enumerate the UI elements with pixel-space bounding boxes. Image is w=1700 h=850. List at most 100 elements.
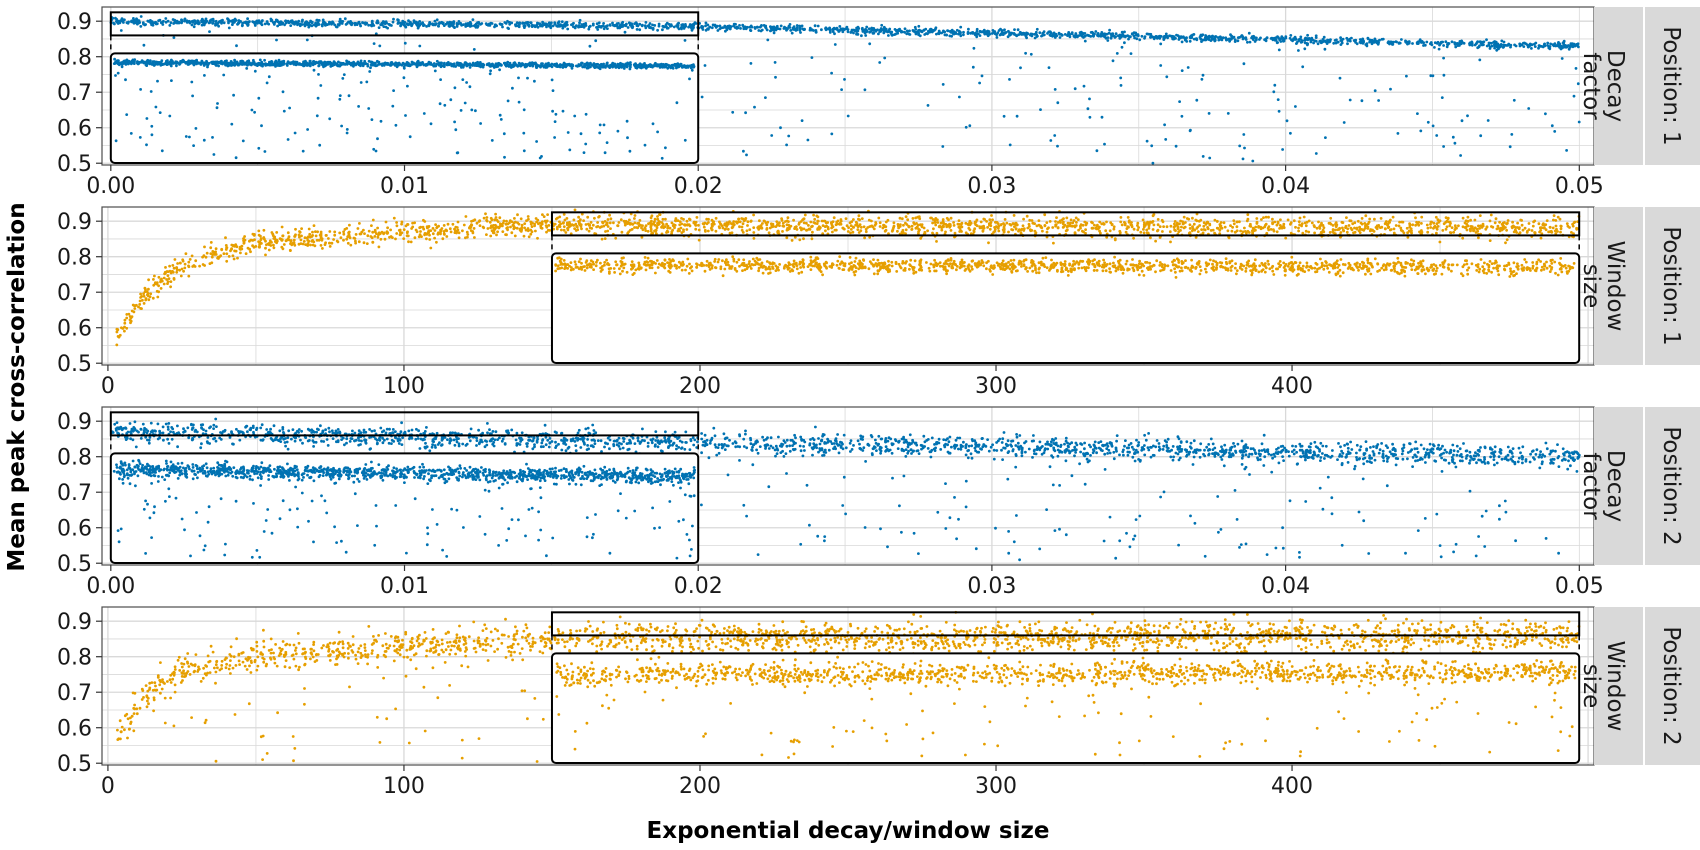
scatter-point [913,25,917,29]
scatter-point [887,34,890,37]
scatter-point [1367,220,1371,224]
scatter-point [1177,38,1181,41]
scatter-point [140,307,143,310]
scatter-point [707,217,710,221]
scatter-point [1253,36,1257,39]
scatter-point [320,23,324,26]
scatter-point [437,24,440,28]
scatter-point [1317,220,1320,224]
scatter-point [1533,42,1536,46]
scatter-point [1217,38,1221,42]
scatter-point [745,153,748,157]
scatter-point [433,229,437,232]
scatter-point [173,258,177,261]
zoom-inset-point [154,105,158,109]
scatter-point [1030,32,1034,36]
scatter-point [832,27,836,31]
scatter-point [388,23,392,27]
scatter-point [587,229,591,233]
scatter-point [441,22,445,26]
scatter-point [844,27,847,31]
scatter-point [435,18,439,22]
scatter-point [975,35,979,39]
scatter-point [446,22,450,25]
scatter-point [1065,216,1069,220]
scatter-point [1444,40,1448,44]
scatter-point [1307,230,1311,234]
scatter-point [562,225,566,229]
scatter-point [1145,139,1149,143]
scatter-point [142,43,146,47]
zoom-inset-point [277,58,281,62]
scatter-point [863,88,867,92]
scatter-point [616,26,620,29]
scatter-point [858,223,862,227]
scatter-point [813,24,817,28]
zoom-inset-point [540,64,544,67]
scatter-point [345,237,349,241]
zoom-inset-point [192,59,196,63]
scatter-point [609,227,612,231]
scatter-point [872,31,876,35]
scatter-point [1034,30,1038,34]
scatter-point [983,32,987,36]
zoom-inset-point [455,151,459,155]
scatter-point [1429,41,1433,44]
scatter-point [1431,74,1435,78]
scatter-point [608,221,612,225]
scatter-point [471,18,475,21]
scatter-point [1348,98,1352,102]
scatter-point [830,132,834,136]
zoom-inset-point [153,60,156,64]
scatter-point [164,17,168,20]
scatter-point [432,23,436,27]
scatter-point [1099,32,1103,36]
scatter-point [507,21,511,24]
zoom-inset-point [253,69,257,73]
scatter-point [787,24,791,28]
scatter-point [355,23,359,26]
scatter-point [1202,228,1206,231]
scatter-point [811,230,814,234]
scatter-point [838,221,842,225]
scatter-point [272,243,275,247]
scatter-point [1069,218,1073,222]
scatter-point [606,229,610,233]
zoom-inset-point [575,64,578,68]
scatter-point [168,24,172,27]
scatter-point [774,75,777,79]
scatter-point [328,21,332,24]
scatter-point [1290,38,1293,42]
scatter-point [282,243,286,246]
scatter-point [1562,44,1566,47]
scatter-point [876,28,879,32]
scatter-point [139,25,143,28]
scatter-point [904,228,908,232]
scatter-point [764,96,767,99]
scatter-point [396,22,400,25]
scatter-point [258,21,262,25]
scatter-point [738,24,741,27]
scatter-point [1277,109,1281,113]
zoom-inset-point [550,78,554,82]
scatter-point [1224,36,1228,40]
scatter-point [315,18,319,22]
scatter-point [685,219,689,223]
scatter-point [855,32,858,36]
scatter-point [761,222,764,225]
scatter-point [1108,28,1111,32]
scatter-point [882,25,886,29]
scatter-point [643,24,647,28]
scatter-point [261,19,264,22]
scatter-point [986,226,989,229]
scatter-point [157,275,161,279]
scatter-point [366,234,370,238]
scatter-point [595,22,599,26]
zoom-inset-point [506,99,510,103]
scatter-point [630,23,634,27]
scatter-point [1123,35,1127,39]
scatter-point [217,24,221,28]
zoom-inset-point [406,84,409,88]
zoom-inset-point [136,60,139,63]
